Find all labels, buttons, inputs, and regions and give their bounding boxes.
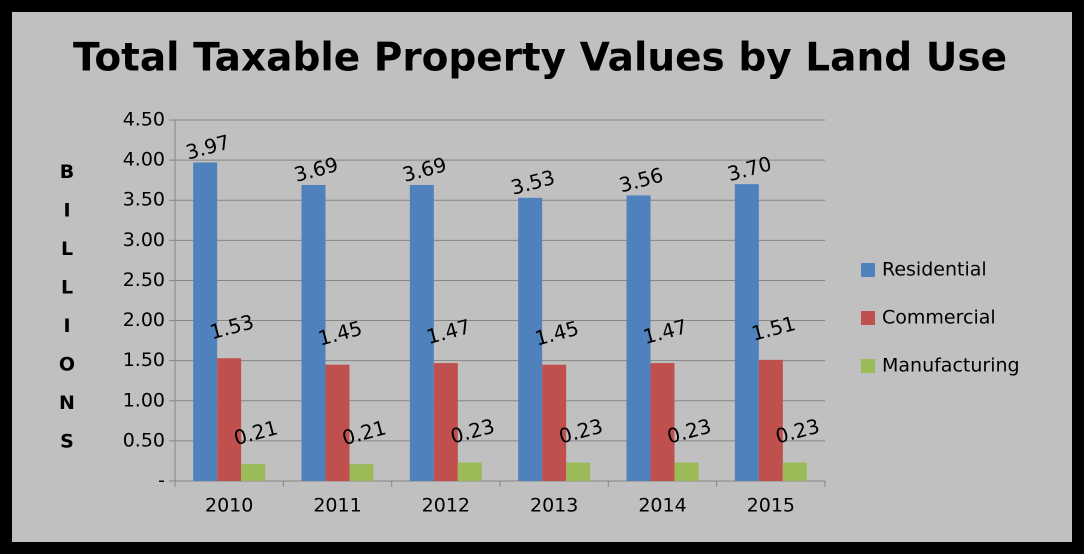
bar <box>758 359 783 481</box>
legend-swatch <box>861 311 875 325</box>
bar <box>626 195 651 482</box>
bar <box>409 184 434 482</box>
chart-title: Total Taxable Property Values by Land Us… <box>73 36 1007 81</box>
bar <box>734 184 759 481</box>
bar <box>301 184 326 482</box>
y-tick-label: 3.00 <box>123 229 165 251</box>
bar <box>542 364 567 481</box>
y-tick-label: 4.50 <box>123 109 165 131</box>
bar <box>782 462 807 481</box>
bar <box>650 363 675 481</box>
x-tick-label: 2014 <box>638 495 686 517</box>
bar <box>217 358 242 481</box>
legend-label: Manufacturing <box>882 355 1020 377</box>
x-tick-label: 2010 <box>205 495 253 517</box>
bar <box>433 363 458 481</box>
legend-swatch <box>861 263 875 277</box>
x-tick-label: 2012 <box>422 495 470 517</box>
bar <box>325 364 350 481</box>
bar <box>349 464 374 481</box>
y-tick-label: 2.50 <box>123 269 165 291</box>
legend-label: Residential <box>882 259 987 281</box>
x-tick-label: 2015 <box>747 495 795 517</box>
x-tick-label: 2013 <box>530 495 578 517</box>
bar <box>193 162 218 482</box>
y-tick-label: 0.50 <box>123 429 165 451</box>
bar <box>518 197 543 481</box>
legend-label: Commercial <box>882 307 996 329</box>
y-tick-label: 2.00 <box>123 309 165 331</box>
bar <box>457 462 482 481</box>
y-tick-label: 3.50 <box>123 189 165 211</box>
bar <box>674 462 699 481</box>
y-tick-label: 1.00 <box>123 389 165 411</box>
y-tick-label: - <box>158 470 165 492</box>
x-tick-label: 2011 <box>313 495 361 517</box>
y-tick-label: 4.00 <box>123 149 165 171</box>
bar <box>566 462 591 481</box>
y-tick-label: 1.50 <box>123 349 165 371</box>
legend-swatch <box>861 359 875 373</box>
bar <box>241 464 266 481</box>
